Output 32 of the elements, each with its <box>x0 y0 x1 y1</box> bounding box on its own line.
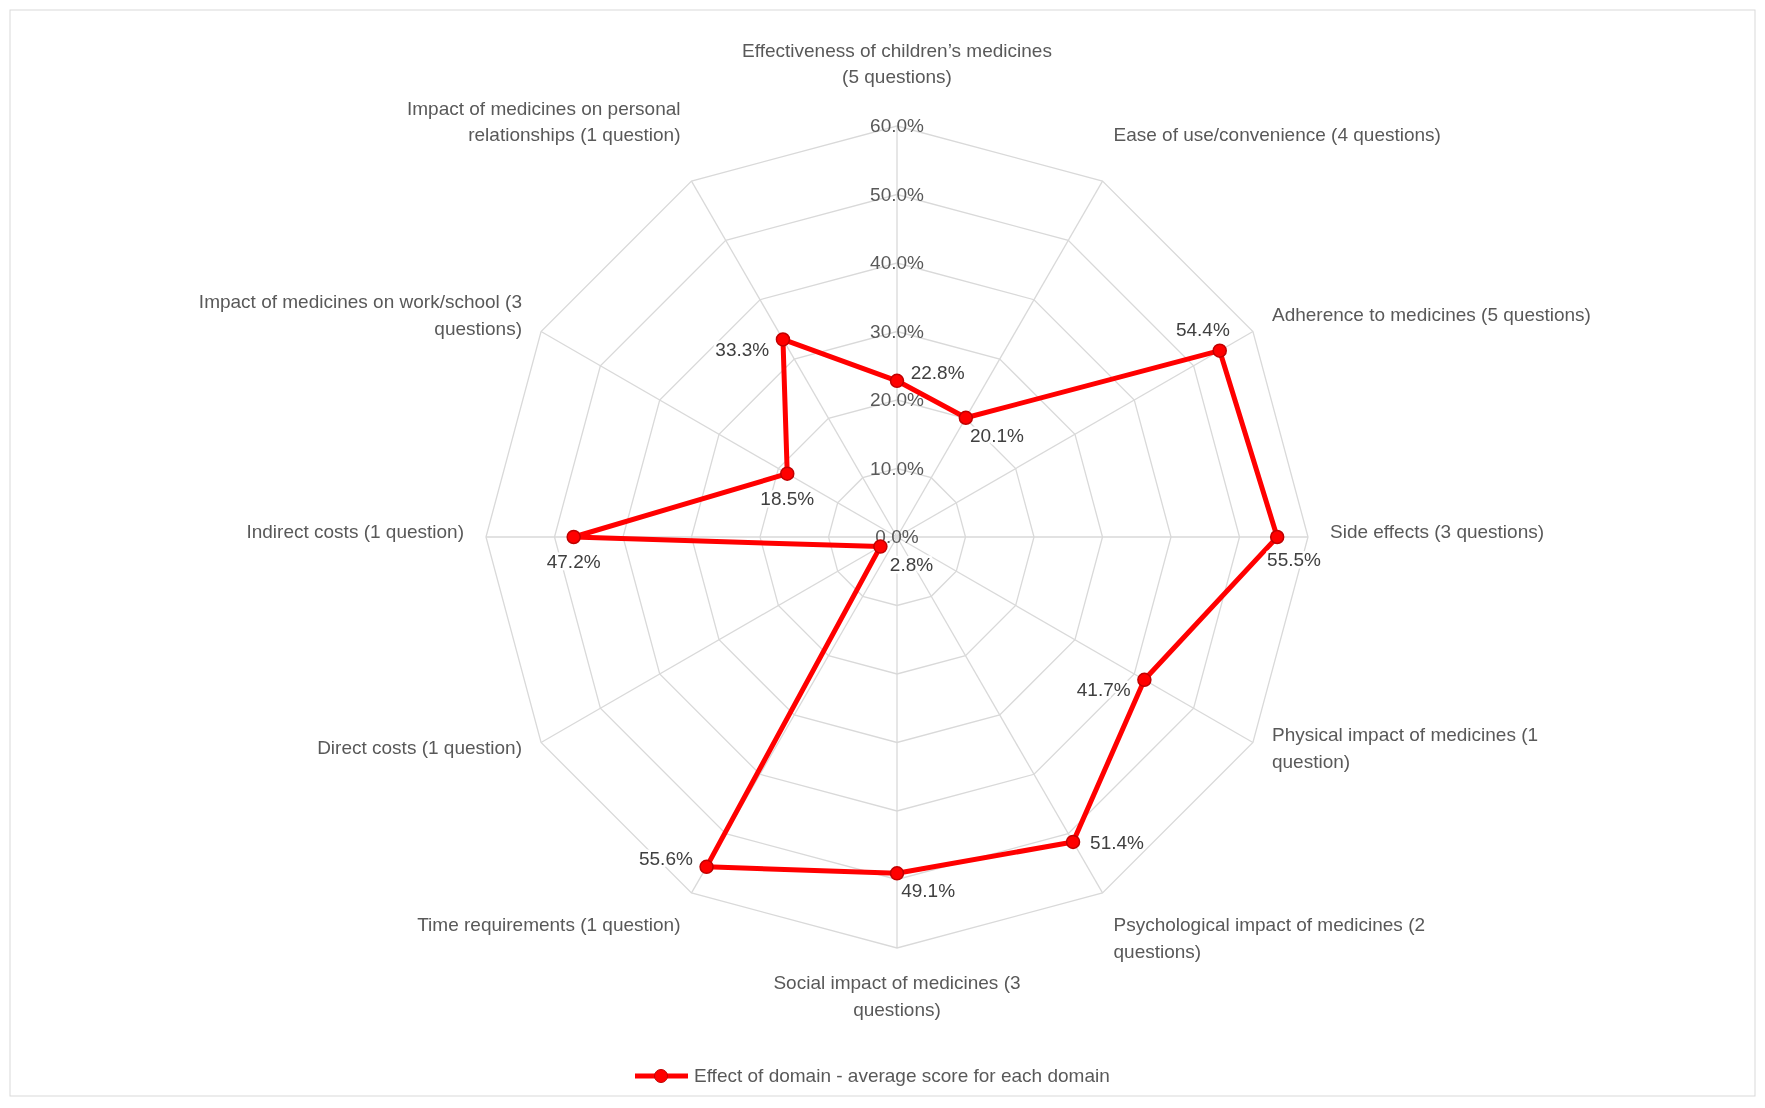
spoke-label: Direct costs (1 question) <box>317 737 523 759</box>
data-label: 33.3% <box>715 338 770 360</box>
spoke-label: Adherence to medicines (5 questions) <box>1271 304 1591 326</box>
spoke-label: Time requirements (1 question) <box>417 913 681 935</box>
spoke-label: Psychological impact of medicines (2 questions) <box>1113 913 1426 962</box>
spoke-label: Physical impact of medicines (1 question) <box>1271 724 1539 772</box>
data-label: 55.6% <box>638 847 693 869</box>
data-label: 22.8% <box>910 361 965 383</box>
spoke-label: Social impact of medicines (3 questions) <box>773 972 1021 1020</box>
data-label: 51.4% <box>1090 831 1145 853</box>
legend-label: Effect of domain - average score for each domain <box>694 1065 1110 1086</box>
spoke-label: Impact of medicines on work/school (3 questions) <box>198 291 523 339</box>
data-label: 20.1% <box>970 424 1024 446</box>
data-label: 49.1% <box>901 880 956 902</box>
y-tick-label: 40.0% <box>870 252 925 273</box>
y-tick-label: 20.0% <box>870 389 925 410</box>
data-label: 54.4% <box>1175 318 1230 340</box>
data-label: 55.5% <box>1267 549 1322 571</box>
data-label: 41.7% <box>1076 679 1131 701</box>
y-tick-label: 10.0% <box>870 457 925 479</box>
y-tick-label: 0.0% <box>875 526 919 547</box>
spoke-label: Impact of medicines on personal relationships (1 question) <box>406 97 681 146</box>
data-label: 18.5% <box>760 487 815 509</box>
data-label: 47.2% <box>546 551 601 572</box>
data-label: 2.8% <box>889 553 934 575</box>
spoke-label: Ease of use/convenience (4 questions) <box>1113 124 1441 146</box>
spoke-label: Indirect costs (1 question) <box>246 520 464 542</box>
spoke-label: Side effects (3 questions) <box>1330 520 1545 542</box>
spoke-label: Effectiveness of children’s medicines (5 questions) <box>742 39 1052 88</box>
y-tick-label: 50.0% <box>870 183 925 205</box>
y-tick-label: 30.0% <box>870 320 925 342</box>
y-tick-label: 60.0% <box>870 115 925 136</box>
